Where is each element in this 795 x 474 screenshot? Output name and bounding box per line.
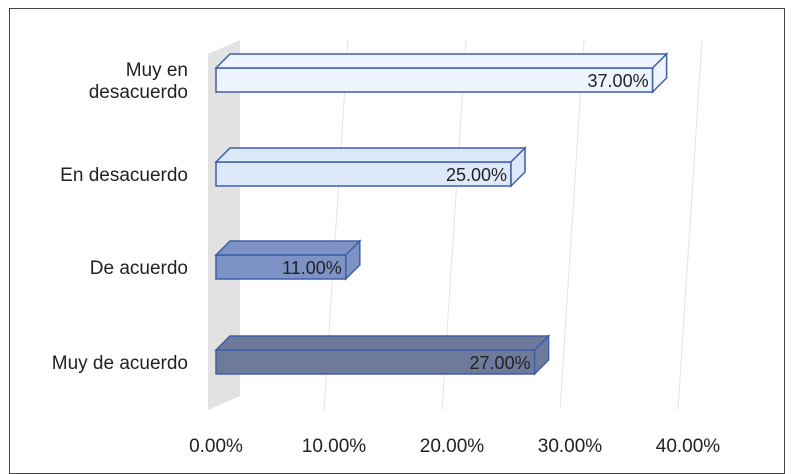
data-label: 37.00%: [588, 71, 649, 91]
category-label: Muy en desacuerdo: [89, 60, 188, 103]
x-tick-label: 30.00%: [538, 436, 603, 457]
bar-front: [215, 349, 536, 375]
category-label: De acuerdo: [90, 258, 188, 279]
data-label: 11.00%: [282, 258, 342, 278]
x-tick-label: 20.00%: [420, 436, 485, 457]
bar-front: [215, 161, 512, 187]
bar-top: [214, 53, 669, 69]
bar-side: [533, 334, 550, 376]
bar-top: [214, 335, 551, 351]
gridline: [559, 39, 585, 411]
back-wall: [208, 40, 240, 410]
x-tick-label: 0.00%: [189, 436, 243, 457]
bar-side: [651, 52, 668, 94]
bar-side: [345, 239, 361, 281]
x-tick-label: 10.00%: [302, 436, 367, 457]
gridline: [677, 39, 703, 411]
data-label: 27.00%: [470, 353, 531, 373]
data-label: 25.00%: [446, 165, 507, 185]
x-tick-label: 40.00%: [656, 436, 721, 457]
bar-top: [214, 240, 362, 256]
bar-side: [510, 146, 526, 188]
bar-top: [214, 147, 527, 163]
category-label: En desacuerdo: [60, 165, 188, 186]
category-label: Muy de acuerdo: [52, 353, 188, 374]
